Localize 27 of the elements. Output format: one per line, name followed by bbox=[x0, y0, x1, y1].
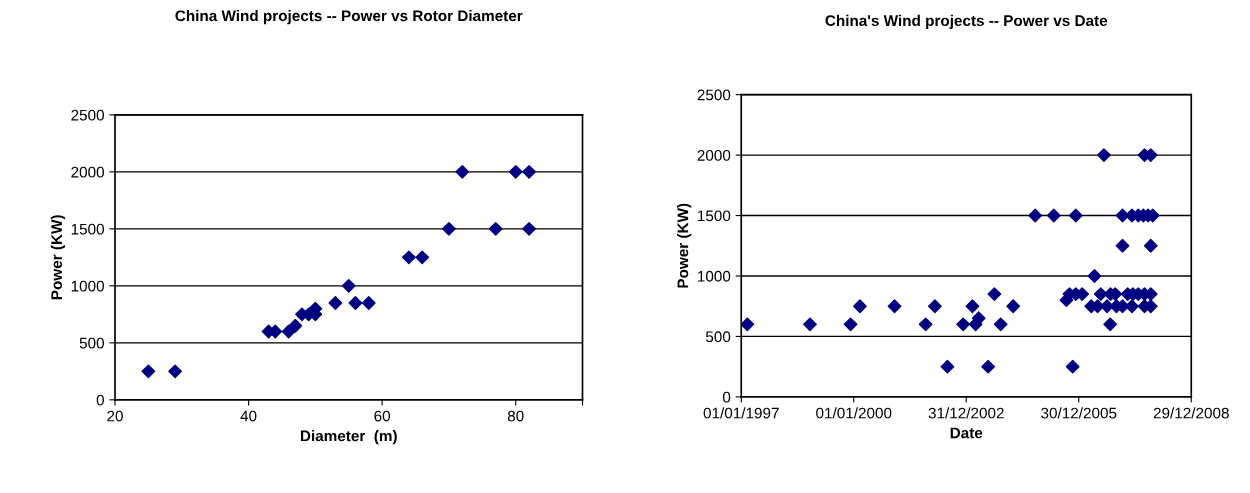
x-tick-label: 20 bbox=[107, 410, 123, 422]
chart-title: China Wind projects -- Power vs Rotor Diameter bbox=[175, 9, 523, 25]
y-tick-label: 2500 bbox=[71, 109, 104, 121]
x-tick-label: 40 bbox=[240, 410, 257, 422]
y-tick-label: 1000 bbox=[71, 280, 104, 292]
y-tick-label: 500 bbox=[705, 331, 731, 343]
y-tick-label: 0 bbox=[96, 394, 104, 406]
x-tick-label: 31/12/2002 bbox=[928, 407, 1004, 419]
y-tick-label: 1500 bbox=[698, 210, 731, 222]
y-tick-label: 1000 bbox=[698, 270, 731, 282]
y-tick-label: 2000 bbox=[71, 166, 104, 178]
y-axis-title: Power (KW) bbox=[677, 203, 692, 288]
y-tick-label: 1500 bbox=[71, 223, 104, 235]
x-tick-label: 29/12/2008 bbox=[1153, 407, 1229, 419]
x-axis-title: Date bbox=[950, 427, 983, 439]
chart-title: China's Wind projects -- Power vs Date bbox=[825, 14, 1108, 30]
x-axis-title: Diameter (m) bbox=[300, 430, 397, 445]
x-tick-label: 01/01/1997 bbox=[703, 407, 779, 419]
y-tick-label: 2500 bbox=[697, 89, 731, 101]
x-tick-label: 30/12/2005 bbox=[1041, 407, 1117, 419]
x-tick-label: 80 bbox=[507, 410, 524, 422]
y-tick-label: 0 bbox=[722, 391, 731, 403]
y-tick-label: 500 bbox=[79, 337, 104, 349]
y-axis-title: Power (KW) bbox=[50, 215, 66, 300]
y-tick-label: 2000 bbox=[697, 149, 731, 161]
x-tick-label: 60 bbox=[374, 410, 391, 422]
x-tick-label: 01/01/2000 bbox=[816, 407, 892, 419]
